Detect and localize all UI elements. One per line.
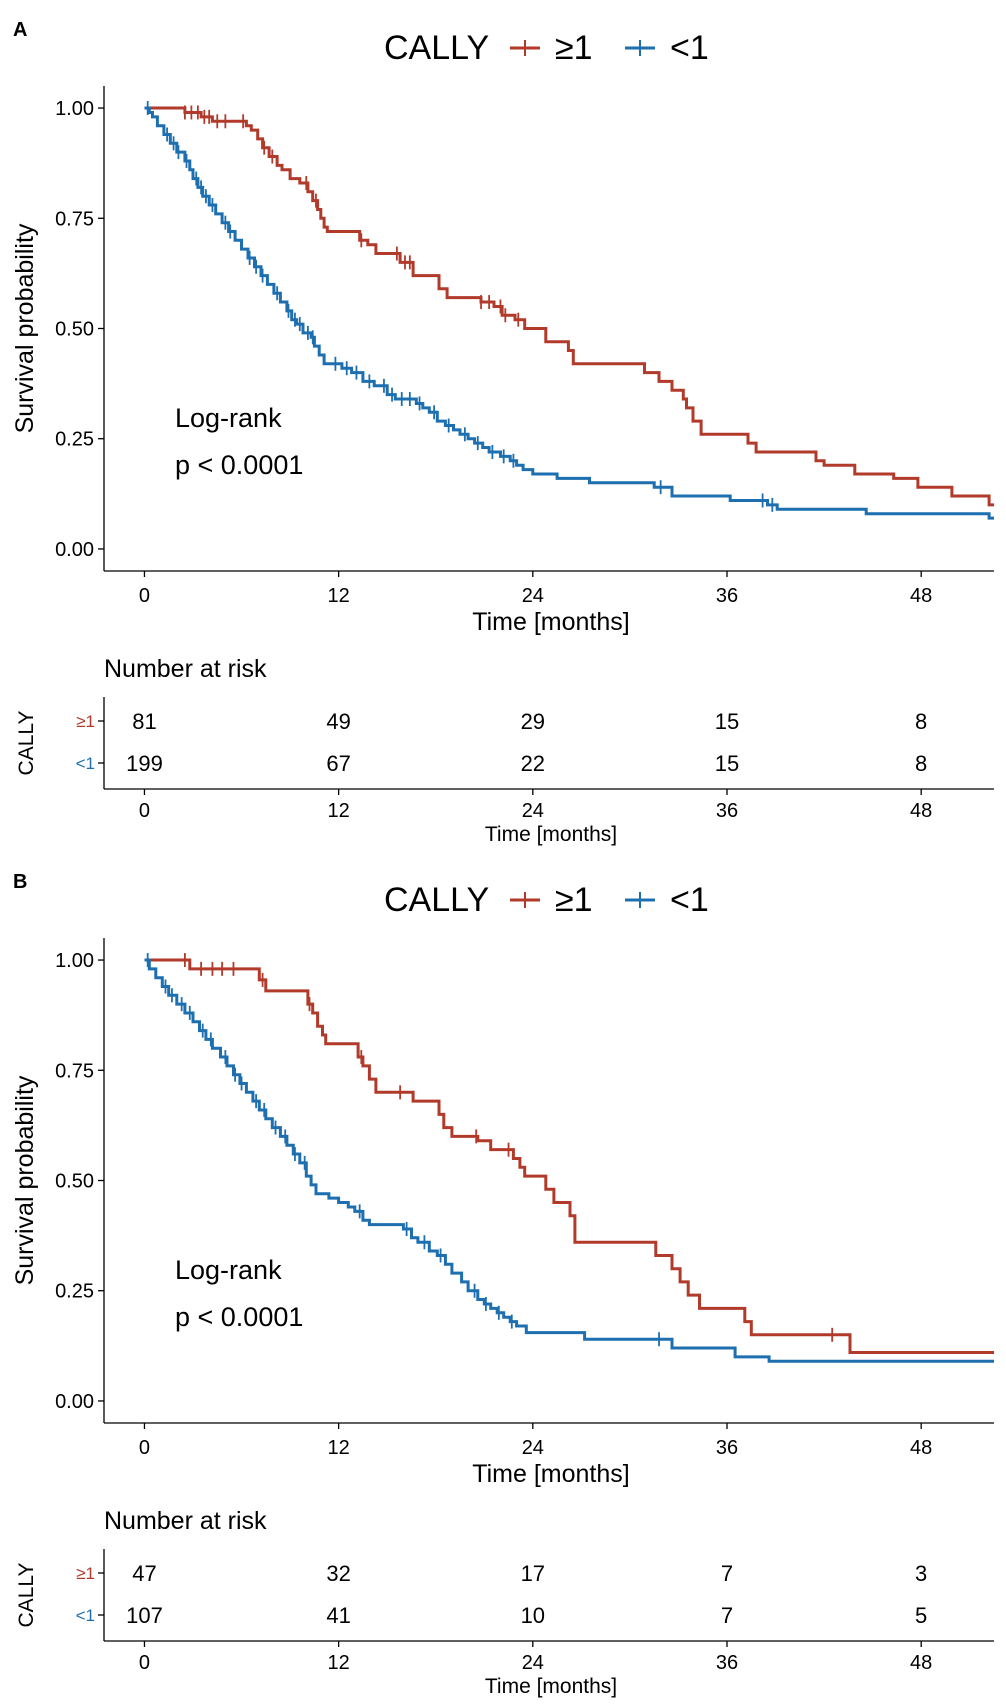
risk-count: 49: [326, 709, 350, 734]
risk-table: Number at risk≥1 47 32 17 7 3<1 107 41 10 7 5CALLY…: [15, 1507, 994, 1698]
risk-x-tick-label: 0: [139, 800, 150, 822]
risk-x-axis-title: Time [months]: [485, 1675, 617, 1698]
y-tick-label: 0.00: [55, 539, 94, 561]
risk-count: 29: [521, 709, 545, 734]
legend: CALLY ≥1 <1: [384, 881, 709, 919]
risk-x-tick-label: 24: [522, 800, 544, 822]
legend-label: ≥1: [555, 29, 593, 67]
risk-x-tick-label: 48: [910, 800, 932, 822]
risk-row-label: <1: [76, 754, 95, 773]
risk-row-label: <1: [76, 1606, 95, 1625]
survival-curve: [144, 958, 994, 1354]
x-tick-label: 48: [910, 1437, 932, 1459]
x-tick-label: 24: [522, 585, 544, 607]
risk-count: 15: [715, 751, 739, 776]
risk-count: 47: [132, 1561, 156, 1586]
y-tick-label: 0.00: [55, 1391, 94, 1413]
panel-label: B: [13, 871, 27, 893]
logrank-label: Log-rank: [175, 403, 282, 433]
x-tick-label: 24: [522, 1437, 544, 1459]
risk-table: Number at risk ≥1 81 49 29 15 8 <1 199 67 22 15 8 CAL…: [15, 655, 994, 846]
y-tick-label: 0.50: [55, 319, 94, 341]
y-tick-label: 0.75: [55, 1060, 94, 1082]
logrank-pvalue: p < 0.0001: [175, 1302, 303, 1332]
legend: CALLY ≥1 <1: [384, 29, 709, 67]
risk-count: 41: [326, 1603, 350, 1628]
series-cally-ge1: [144, 105, 994, 507]
risk-count: 5: [915, 1603, 927, 1628]
series-cally-lt1: [144, 953, 994, 1363]
risk-count: 15: [715, 709, 739, 734]
risk-count: 107: [126, 1603, 163, 1628]
risk-x-tick-label: 0: [139, 1652, 150, 1674]
risk-row-label: ≥1: [76, 712, 95, 731]
risk-x-tick-label: 36: [716, 800, 738, 822]
x-tick-label: 0: [139, 1437, 150, 1459]
risk-table-ylabel: CALLY: [15, 711, 38, 776]
risk-count: 8: [915, 751, 927, 776]
x-tick-label: 0: [139, 585, 150, 607]
risk-count: 3: [915, 1561, 927, 1586]
y-tick-label: 1.00: [55, 950, 94, 972]
x-axis-title: Time [months]: [472, 608, 629, 636]
risk-count: 7: [721, 1561, 733, 1586]
risk-x-tick-label: 12: [328, 1652, 350, 1674]
x-tick-label: 36: [716, 1437, 738, 1459]
risk-table-title: Number at risk: [104, 655, 267, 683]
y-axis-title: Survival probability: [11, 223, 39, 433]
panel-A: A CALLY ≥1 <1 0.00 0.25 0.50 0.75 1.00 0 12 24 36 48 T…: [11, 19, 994, 846]
x-tick-label: 48: [910, 585, 932, 607]
survival-curve: [144, 958, 994, 1363]
x-tick-label: 36: [716, 585, 738, 607]
y-tick-label: 0.50: [55, 1171, 94, 1193]
risk-count: 22: [521, 751, 545, 776]
panel-B: B CALLY ≥1 <1 0.00 0.25 0.50 0.75 1.00 0 12 24 36 48 T…: [11, 871, 994, 1698]
risk-row-label: ≥1: [76, 1564, 95, 1583]
x-tick-label: 12: [328, 585, 350, 607]
risk-count: 199: [126, 751, 163, 776]
series-cally-lt1: [144, 101, 994, 520]
risk-x-axis-title: Time [months]: [485, 823, 617, 846]
series-cally-ge1: [144, 953, 994, 1354]
legend-label: <1: [670, 881, 709, 919]
y-tick-label: 1.00: [55, 98, 94, 120]
legend-label: <1: [670, 29, 709, 67]
y-tick-label: 0.25: [55, 1281, 94, 1303]
y-axis-title: Survival probability: [11, 1075, 39, 1285]
panel-label: A: [13, 19, 27, 41]
risk-table-ylabel: CALLY: [15, 1563, 38, 1628]
risk-count: 8: [915, 709, 927, 734]
risk-count: 67: [326, 751, 350, 776]
risk-x-tick-label: 48: [910, 1652, 932, 1674]
legend-label: ≥1: [555, 881, 593, 919]
risk-x-tick-label: 24: [522, 1652, 544, 1674]
y-tick-label: 0.75: [55, 208, 94, 230]
logrank-label: Log-rank: [175, 1255, 282, 1285]
x-tick-label: 12: [328, 1437, 350, 1459]
risk-count: 32: [326, 1561, 350, 1586]
legend-title: CALLY: [384, 881, 489, 919]
risk-table-title: Number at risk: [104, 1507, 267, 1535]
risk-x-tick-label: 12: [328, 800, 350, 822]
y-tick-label: 0.25: [55, 429, 94, 451]
survival-curve: [144, 106, 994, 507]
x-axis-title: Time [months]: [472, 1460, 629, 1488]
logrank-pvalue: p < 0.0001: [175, 450, 303, 480]
risk-count: 7: [721, 1603, 733, 1628]
risk-count: 81: [132, 709, 156, 734]
legend-title: CALLY: [384, 29, 489, 67]
risk-count: 17: [521, 1561, 545, 1586]
risk-count: 10: [521, 1603, 545, 1628]
risk-x-tick-label: 36: [716, 1652, 738, 1674]
